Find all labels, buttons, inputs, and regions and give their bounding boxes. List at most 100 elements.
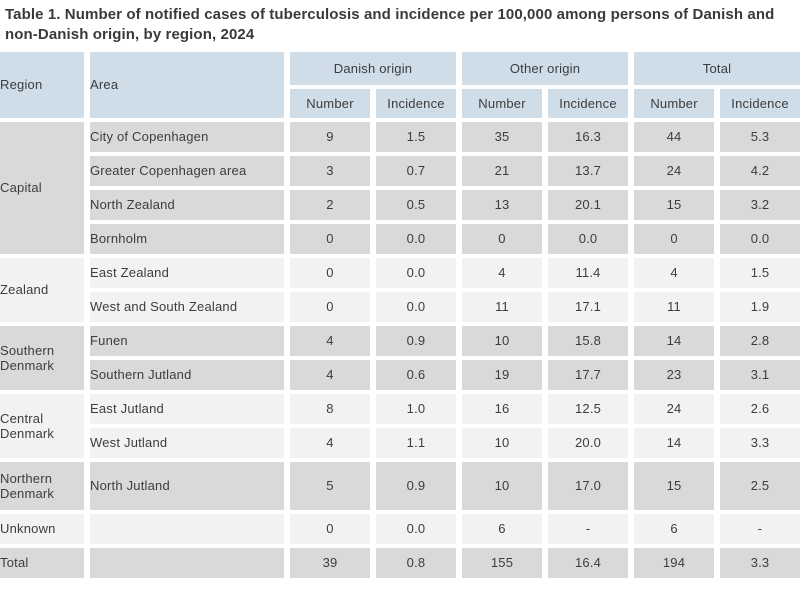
value-cell: 1.9 [720,291,800,322]
value-cell: 0.5 [376,189,457,220]
value-cell: 5 [290,461,370,510]
tuberculosis-table: Region Area Danish origin Other origin T… [0,48,800,582]
value-cell: 2.5 [720,461,800,510]
value-cell: 13 [462,189,543,220]
value-cell: - [720,513,800,544]
value-cell: 44 [634,121,715,152]
value-cell: 39 [290,547,370,578]
area-cell: Funen [90,325,284,356]
area-cell: Bornholm [90,223,284,254]
region-cell-southern-denmark: Southern Denmark [0,325,84,390]
value-cell: 0 [290,257,370,288]
value-cell: 194 [634,547,715,578]
value-cell: 4 [290,359,370,390]
value-cell: 21 [462,155,543,186]
value-cell: 11 [462,291,543,322]
subheader-incidence: Incidence [548,88,629,118]
value-cell: 4 [634,257,715,288]
value-cell: 20.1 [548,189,629,220]
value-cell: 35 [462,121,543,152]
value-cell: 0 [290,513,370,544]
value-cell: 2.6 [720,393,800,424]
value-cell: 10 [462,325,543,356]
value-cell: 14 [634,325,715,356]
value-cell: 10 [462,461,543,510]
value-cell: 0.0 [548,223,629,254]
area-cell: City of Copenhagen [90,121,284,152]
header-area: Area [90,51,284,118]
value-cell: 1.1 [376,427,457,458]
header-region: Region [0,51,84,118]
value-cell: 11 [634,291,715,322]
value-cell: 0.0 [376,291,457,322]
region-cell-central-denmark: Central Denmark [0,393,84,458]
value-cell: 8 [290,393,370,424]
value-cell: 3 [290,155,370,186]
value-cell: 3.2 [720,189,800,220]
area-cell: North Jutland [90,461,284,510]
value-cell: 12.5 [548,393,629,424]
value-cell: 0.9 [376,325,457,356]
value-cell: 3.3 [720,427,800,458]
value-cell: 0.0 [720,223,800,254]
area-cell: Southern Jutland [90,359,284,390]
value-cell: - [548,513,629,544]
region-cell-total: Total [0,547,84,578]
value-cell: 19 [462,359,543,390]
value-cell: 3.3 [720,547,800,578]
header-group-danish-origin: Danish origin [290,51,457,85]
value-cell: 6 [462,513,543,544]
subheader-incidence: Incidence [376,88,457,118]
value-cell: 24 [634,393,715,424]
value-cell: 155 [462,547,543,578]
value-cell: 15.8 [548,325,629,356]
value-cell: 4.2 [720,155,800,186]
value-cell: 13.7 [548,155,629,186]
value-cell: 16 [462,393,543,424]
value-cell: 9 [290,121,370,152]
value-cell: 0.0 [376,257,457,288]
value-cell: 2.8 [720,325,800,356]
area-cell: West Jutland [90,427,284,458]
value-cell: 2 [290,189,370,220]
region-cell-capital: Capital [0,121,84,254]
value-cell: 0.6 [376,359,457,390]
value-cell: 20.0 [548,427,629,458]
subheader-number: Number [290,88,370,118]
value-cell: 10 [462,427,543,458]
table-title: Table 1. Number of notified cases of tub… [5,6,775,43]
subheader-incidence: Incidence [720,88,800,118]
value-cell: 4 [462,257,543,288]
value-cell: 0.7 [376,155,457,186]
region-cell-unknown: Unknown [0,513,84,544]
value-cell: 23 [634,359,715,390]
header-group-total: Total [634,51,800,85]
area-cell: East Jutland [90,393,284,424]
area-cell [90,513,284,544]
area-cell [90,547,284,578]
value-cell: 0.8 [376,547,457,578]
value-cell: 14 [634,427,715,458]
value-cell: 6 [634,513,715,544]
value-cell: 17.0 [548,461,629,510]
value-cell: 0 [634,223,715,254]
value-cell: 1.5 [376,121,457,152]
value-cell: 15 [634,189,715,220]
header-group-other-origin: Other origin [462,51,629,85]
region-cell-zealand: Zealand [0,257,84,322]
value-cell: 16.3 [548,121,629,152]
value-cell: 0 [290,291,370,322]
value-cell: 17.7 [548,359,629,390]
area-cell: East Zealand [90,257,284,288]
area-cell: Greater Copenhagen area [90,155,284,186]
subheader-number: Number [634,88,715,118]
value-cell: 4 [290,325,370,356]
value-cell: 0.0 [376,223,457,254]
value-cell: 1.5 [720,257,800,288]
value-cell: 24 [634,155,715,186]
value-cell: 16.4 [548,547,629,578]
subheader-number: Number [462,88,543,118]
value-cell: 0 [462,223,543,254]
value-cell: 3.1 [720,359,800,390]
